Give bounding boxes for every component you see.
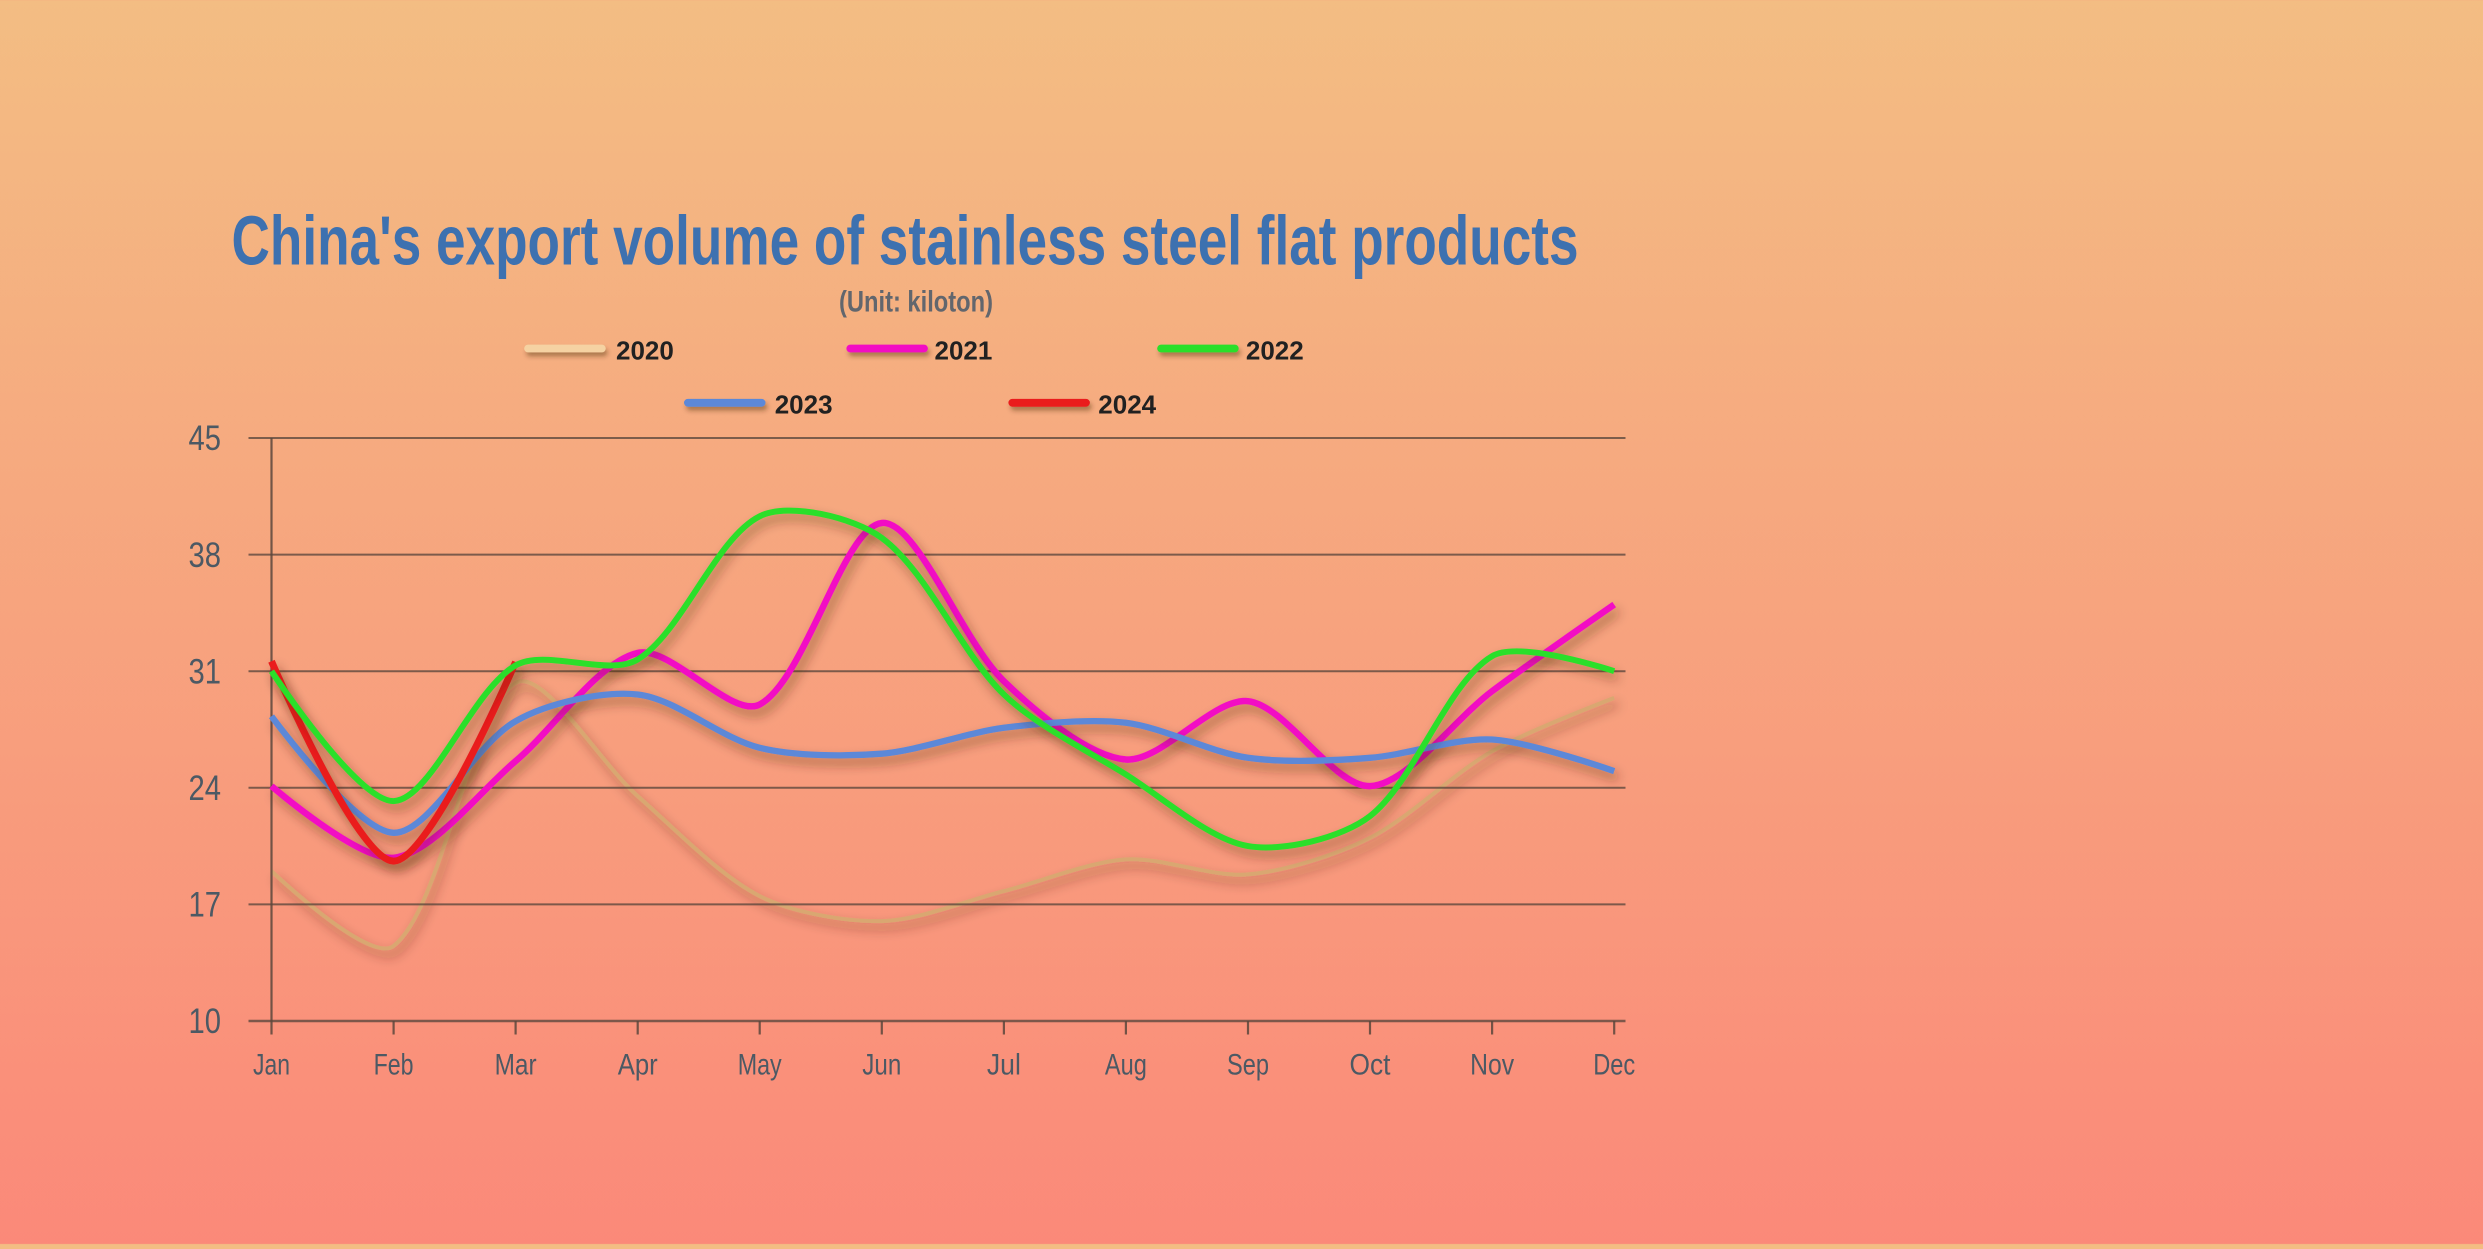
svg-text:2021: 2021 (935, 335, 993, 365)
svg-text:2022: 2022 (1246, 335, 1304, 365)
svg-text:Feb: Feb (374, 1049, 414, 1082)
svg-text:Jul: Jul (987, 1049, 1021, 1082)
svg-text:2020: 2020 (616, 335, 674, 365)
svg-text:45: 45 (189, 419, 222, 458)
svg-text:Aug: Aug (1105, 1049, 1147, 1082)
svg-text:31: 31 (189, 652, 222, 691)
svg-text:Nov: Nov (1470, 1049, 1514, 1082)
svg-text:24: 24 (189, 769, 222, 808)
svg-text:China's export volume of stain: China's export volume of stainless steel… (232, 201, 1579, 279)
svg-text:Apr: Apr (618, 1049, 658, 1082)
svg-text:Dec: Dec (1593, 1049, 1635, 1082)
svg-text:May: May (738, 1049, 782, 1082)
svg-text:Mar: Mar (495, 1049, 537, 1082)
svg-text:17: 17 (189, 886, 222, 925)
svg-text:10: 10 (189, 1002, 222, 1041)
svg-text:Jun: Jun (862, 1049, 901, 1082)
svg-text:2023: 2023 (775, 390, 833, 420)
svg-text:38: 38 (189, 536, 222, 575)
svg-text:(Unit: kiloton): (Unit: kiloton) (839, 286, 993, 319)
svg-text:2024: 2024 (1098, 390, 1156, 420)
svg-text:Sep: Sep (1227, 1049, 1269, 1082)
svg-text:Jan: Jan (253, 1049, 290, 1082)
svg-text:Oct: Oct (1350, 1049, 1392, 1082)
